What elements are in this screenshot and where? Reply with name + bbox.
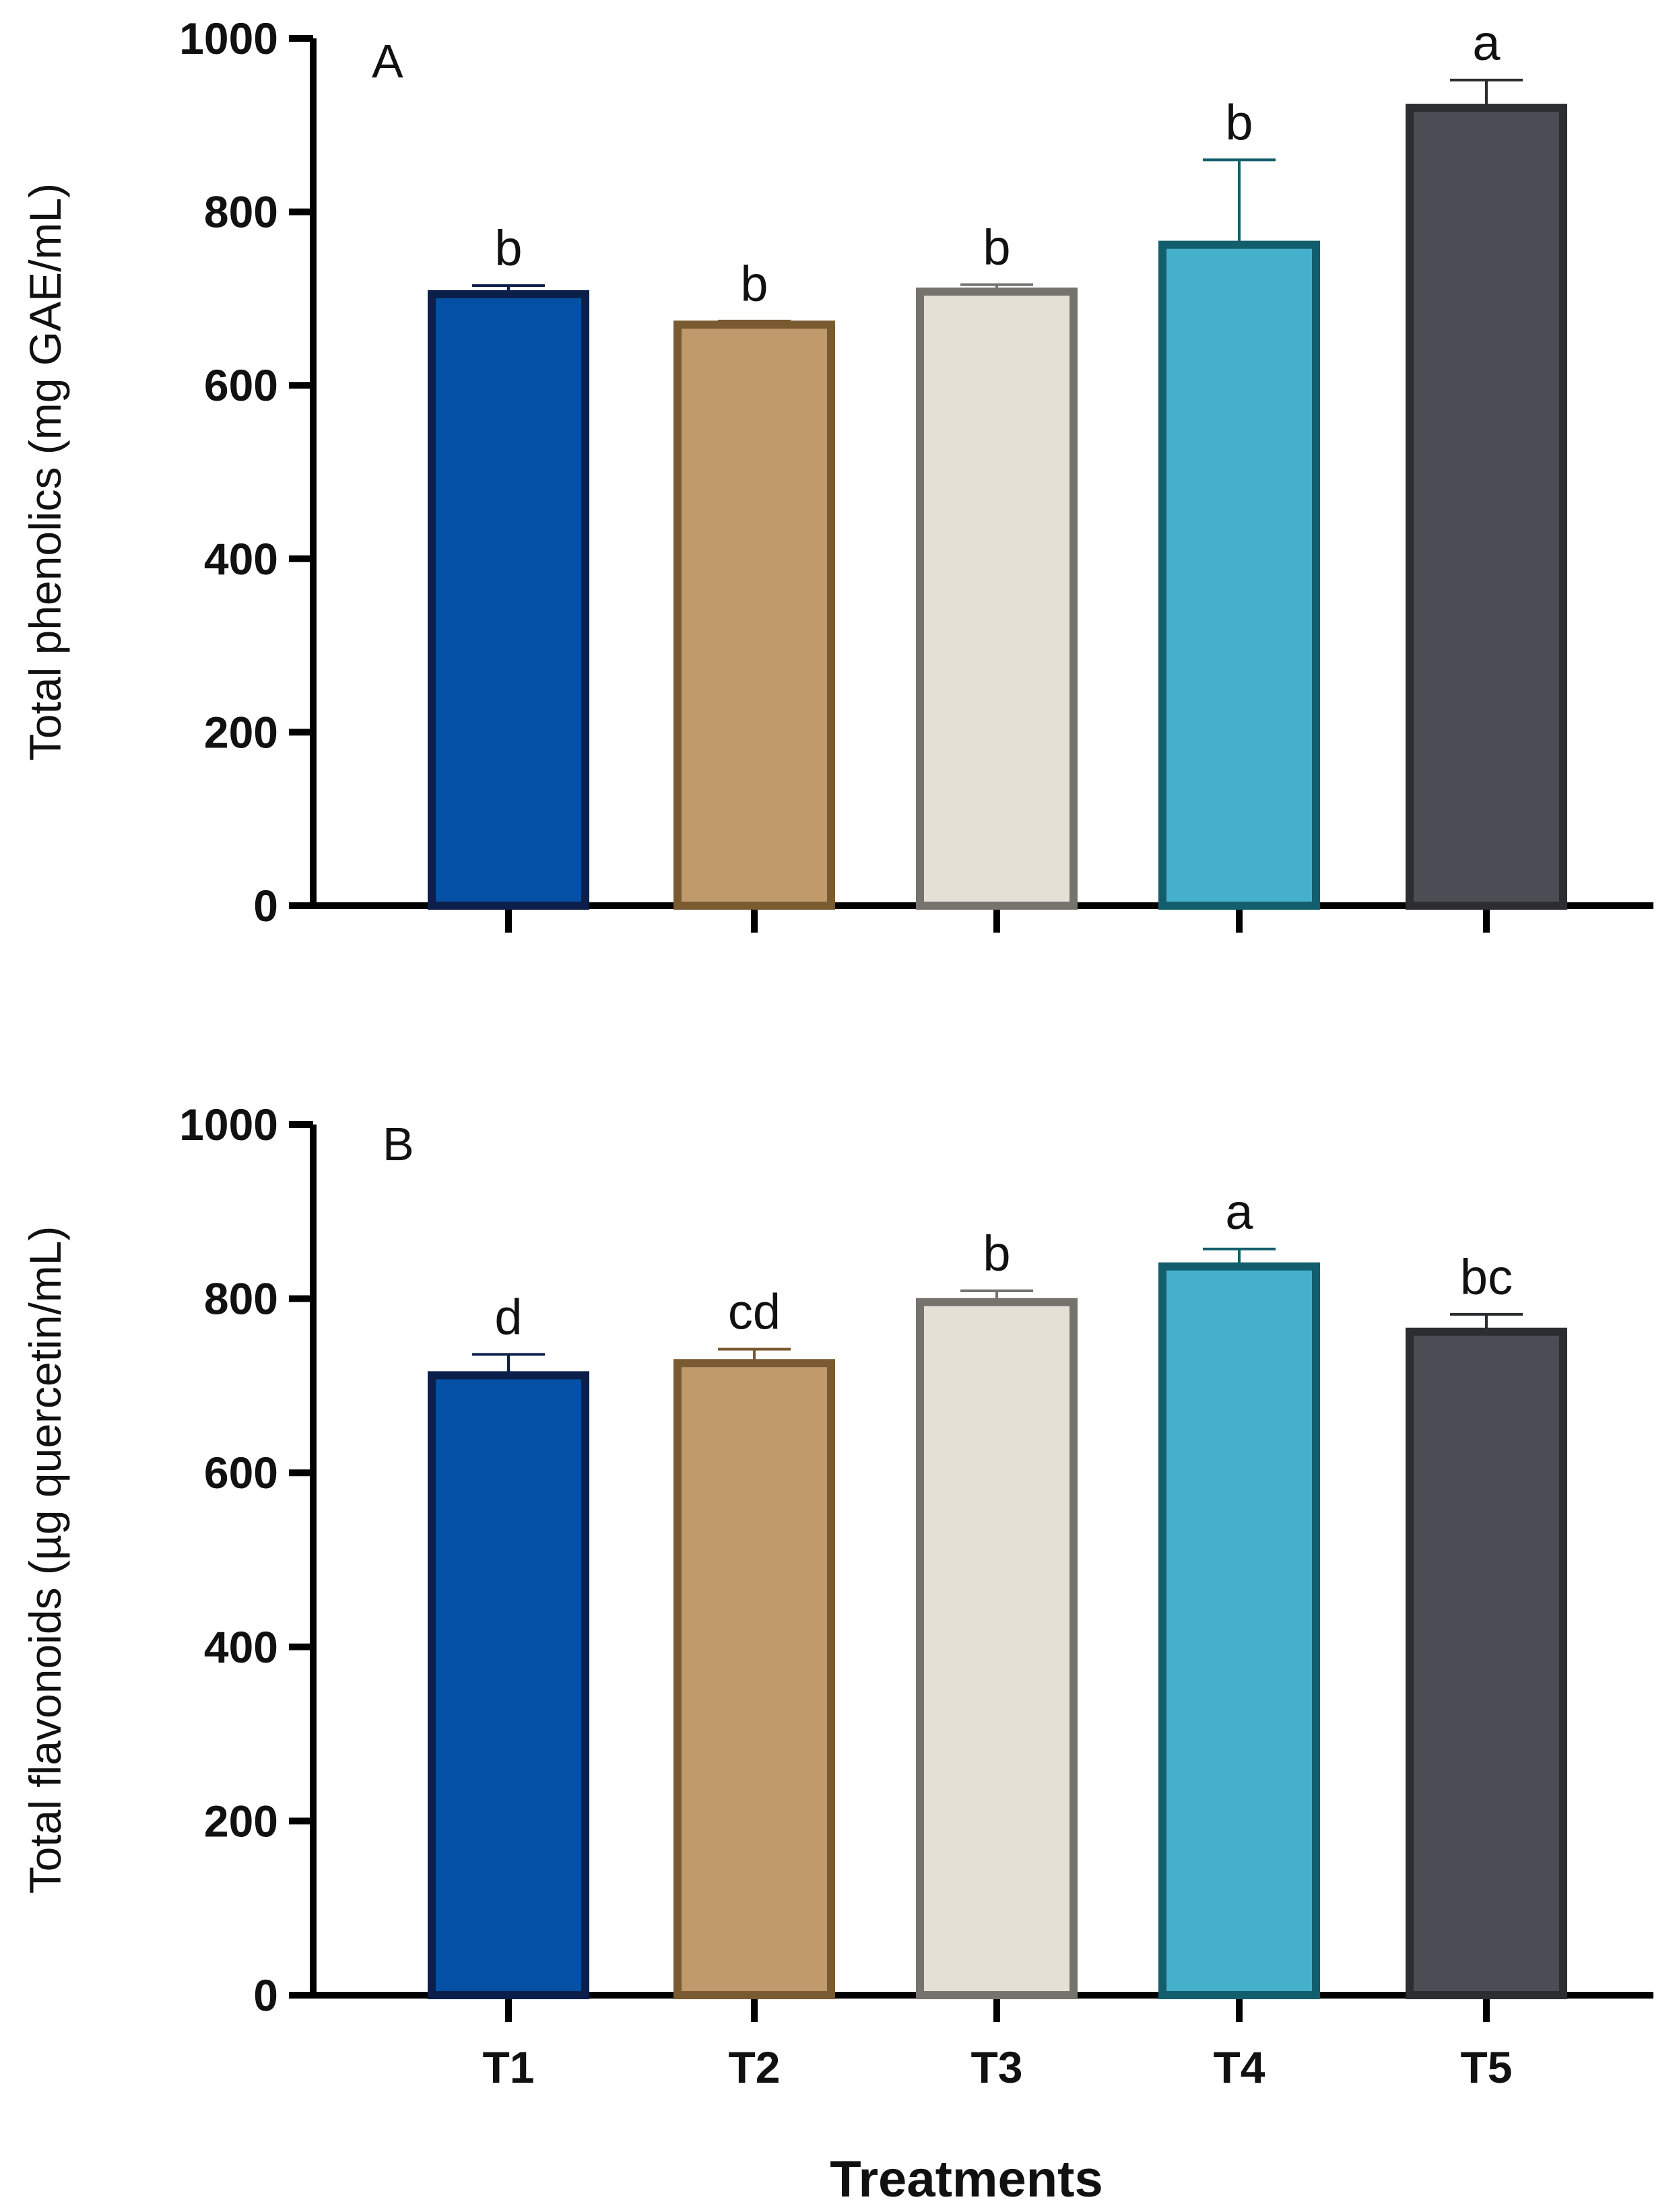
panel-label: A — [372, 35, 403, 88]
significance-letter: b — [740, 256, 768, 312]
y-tick-label: 1000 — [179, 1100, 278, 1149]
bar-t2 — [673, 1359, 835, 1999]
x-tick-label: T2 — [728, 2042, 780, 2092]
bar-t4 — [1158, 240, 1320, 910]
y-axis-title: Total flavonoids (µg quercetin/mL) — [20, 1226, 70, 1894]
panel-a: 0 200 400 600 800 1000 Total phenolics (mg GAE… — [20, 13, 1653, 933]
y-tick-label: 0 — [253, 1970, 278, 2020]
y-tick-label: 0 — [253, 881, 278, 931]
x-tick-label: T1 — [482, 2042, 534, 2092]
significance-letter: a — [1225, 1184, 1253, 1240]
y-tick-label: 800 — [204, 187, 278, 237]
panel-label: B — [383, 1118, 414, 1170]
bar-t2 — [673, 321, 835, 910]
significance-letter: cd — [728, 1284, 781, 1340]
significance-letter: d — [494, 1289, 522, 1345]
y-tick-label: 600 — [204, 1448, 278, 1498]
significance-letter: b — [1225, 94, 1253, 150]
significance-letter: b — [494, 220, 522, 276]
bar-t5 — [1406, 104, 1567, 910]
y-tick-label: 400 — [204, 534, 278, 584]
bar-t1 — [428, 290, 589, 910]
significance-letter: b — [983, 220, 1010, 275]
panel-b: 0 200 400 600 800 1000 Total flavonoids (µg qu… — [20, 1100, 1653, 2208]
y-tick-label: 1000 — [179, 13, 278, 63]
bar-t1 — [428, 1371, 589, 2000]
x-tick-label: T3 — [970, 2042, 1022, 2092]
x-tick-label: T5 — [1460, 2042, 1512, 2092]
bar-t4 — [1158, 1262, 1320, 1999]
significance-letter: bc — [1460, 1249, 1513, 1305]
y-tick-label: 400 — [204, 1622, 278, 1672]
significance-letter: b — [983, 1226, 1010, 1281]
y-tick-label: 800 — [204, 1274, 278, 1324]
y-tick-label: 200 — [204, 707, 278, 757]
bar-t3 — [916, 1298, 1078, 1999]
significance-letter: a — [1472, 15, 1501, 71]
x-tick-label: T4 — [1213, 2042, 1265, 2092]
y-tick-label: 600 — [204, 360, 278, 410]
x-axis-title: Treatments — [830, 2151, 1103, 2208]
y-axis-title: Total phenolics (mg GAE/mL) — [20, 183, 70, 761]
y-tick-label: 200 — [204, 1796, 278, 1846]
bar-t3 — [916, 288, 1078, 910]
bar-t5 — [1406, 1327, 1567, 1999]
